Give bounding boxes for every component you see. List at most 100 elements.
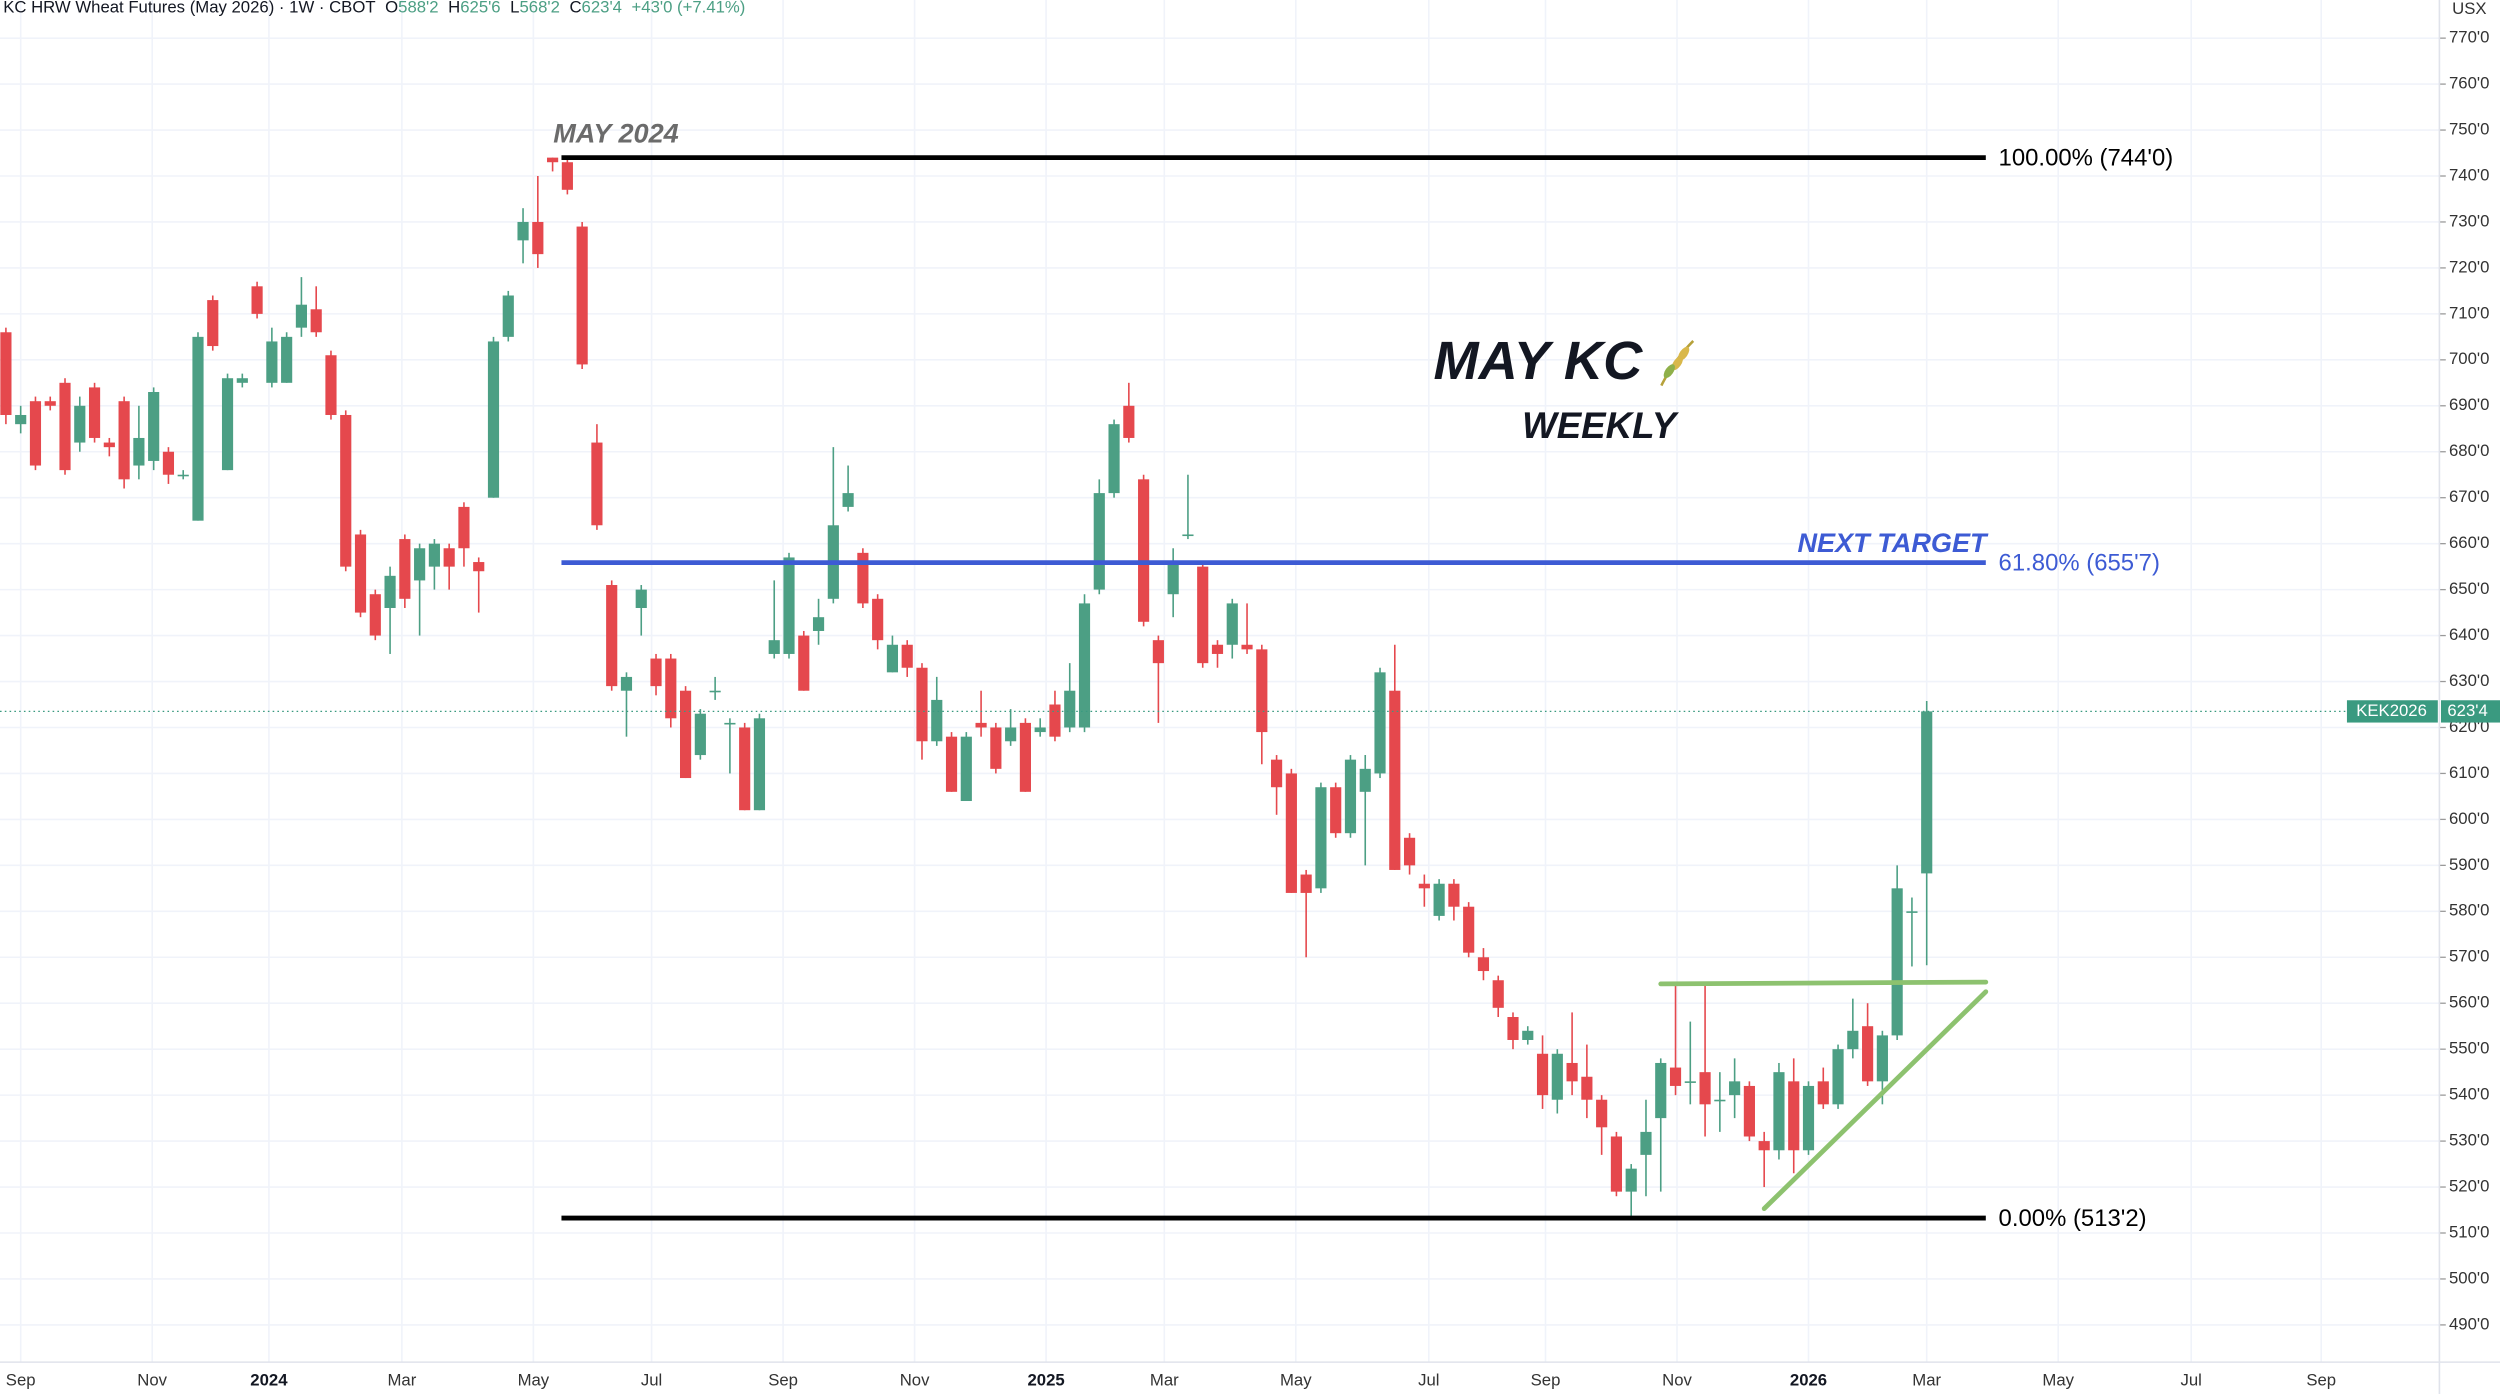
y-tick-label: 640'0 [2449, 625, 2489, 644]
candle-body [399, 539, 411, 599]
candle-body [665, 658, 677, 719]
y-tick-label: 750'0 [2449, 119, 2489, 138]
candle-body [44, 401, 56, 406]
candle-body [1034, 727, 1046, 733]
candle-body [221, 378, 234, 471]
candle-body [414, 548, 426, 581]
candle-body [1507, 1017, 1519, 1040]
candle-body [1093, 493, 1105, 590]
candle-body [1714, 1099, 1726, 1102]
candle-body [1773, 1072, 1785, 1151]
candle-body [724, 722, 736, 725]
x-tick-label: Sep [6, 1371, 36, 1390]
x-tick-label: Mar [1912, 1371, 1941, 1390]
candle-body [901, 644, 913, 668]
ohlc-value: 623'4 [582, 0, 622, 16]
candle-body [679, 690, 692, 779]
candle-body [88, 387, 101, 438]
candle-body [177, 474, 189, 477]
candle-body [1315, 787, 1327, 889]
candle-body [281, 336, 293, 383]
grid [0, 0, 2446, 1363]
x-tick-label: 2025 [1027, 1371, 1064, 1390]
x-tick-label: Jul [1418, 1371, 1439, 1390]
candle-body [162, 451, 175, 475]
candle-body [1167, 562, 1179, 595]
candle-body [1138, 479, 1150, 622]
candle-body [103, 442, 115, 448]
y-tick-label: 520'0 [2449, 1176, 2489, 1195]
candle-body [1596, 1099, 1608, 1128]
price-tag-symbol: KEK2026 [2356, 701, 2427, 720]
y-tick-label: 720'0 [2449, 257, 2489, 276]
candle-body [354, 534, 367, 613]
candle-body [768, 640, 780, 654]
candle-body [369, 594, 381, 636]
ohlc-label: O [385, 0, 398, 16]
candle-body [1699, 1072, 1711, 1105]
candle-body [1876, 1035, 1888, 1082]
candle-body [1758, 1141, 1770, 1151]
candle-body [207, 300, 219, 347]
y-tick-label: 580'0 [2449, 901, 2489, 920]
x-tick-label: Mar [387, 1371, 416, 1390]
x-tick-label: Nov [900, 1371, 930, 1390]
candle-body [1019, 722, 1031, 792]
candle-body [1522, 1030, 1534, 1040]
x-tick-label: Nov [137, 1371, 167, 1390]
plot [0, 157, 1933, 1220]
candle-body [1743, 1085, 1755, 1137]
candle-body [29, 401, 42, 466]
candle-body [620, 676, 633, 691]
y-tick-label: 710'0 [2449, 303, 2489, 322]
candle-body [1448, 883, 1460, 907]
y-tick-label: 510'0 [2449, 1222, 2489, 1241]
candle-body [1729, 1081, 1741, 1096]
candle-body [931, 699, 943, 742]
candle-body [635, 589, 647, 608]
candle-body [1655, 1062, 1667, 1119]
candle-body [842, 493, 854, 507]
candle-body [872, 598, 884, 641]
candle-body [960, 736, 972, 802]
candle-body [517, 221, 529, 241]
y-tick-label: 660'0 [2449, 533, 2489, 552]
y-tick-label: 570'0 [2449, 947, 2489, 966]
y-tick-label: 740'0 [2449, 165, 2489, 184]
currency: USX [2452, 0, 2486, 18]
y-tick-label: 550'0 [2449, 1039, 2489, 1058]
candle-body [739, 727, 751, 811]
candle-body [1832, 1049, 1844, 1105]
y-tick-label: 560'0 [2449, 993, 2489, 1012]
y-tick-label: 630'0 [2449, 671, 2489, 690]
candle-body [1064, 690, 1076, 728]
ohlc-value: 588'2 [398, 0, 438, 16]
candle-body [295, 304, 307, 328]
y-tick-label: 760'0 [2449, 74, 2489, 93]
candle-body [443, 548, 455, 567]
candle-body [576, 226, 588, 365]
candle-body [340, 414, 352, 567]
y-tick-label: 690'0 [2449, 395, 2489, 414]
candle-body [473, 562, 485, 572]
candle-body [1847, 1030, 1859, 1050]
candle-body [1197, 566, 1209, 664]
candle-body [1566, 1062, 1578, 1082]
candle-body [1418, 883, 1430, 889]
candle-body [547, 157, 559, 163]
candle-body [1123, 405, 1135, 438]
candle-body [694, 713, 706, 756]
candle-body [192, 336, 204, 521]
candle-body [561, 162, 573, 190]
candle-body [384, 575, 396, 608]
candle-body [798, 635, 810, 691]
candle-body [753, 718, 766, 811]
overlay: 100.00% (744'0) 61.80% (655'7) 0.00% (513'… [0, 145, 2440, 1232]
candle-body [74, 405, 86, 443]
candle-body [1152, 640, 1164, 664]
candle-body [1433, 883, 1445, 916]
candle-body [1581, 1076, 1593, 1100]
candle-body [1226, 603, 1238, 645]
candle-body [1610, 1136, 1623, 1192]
